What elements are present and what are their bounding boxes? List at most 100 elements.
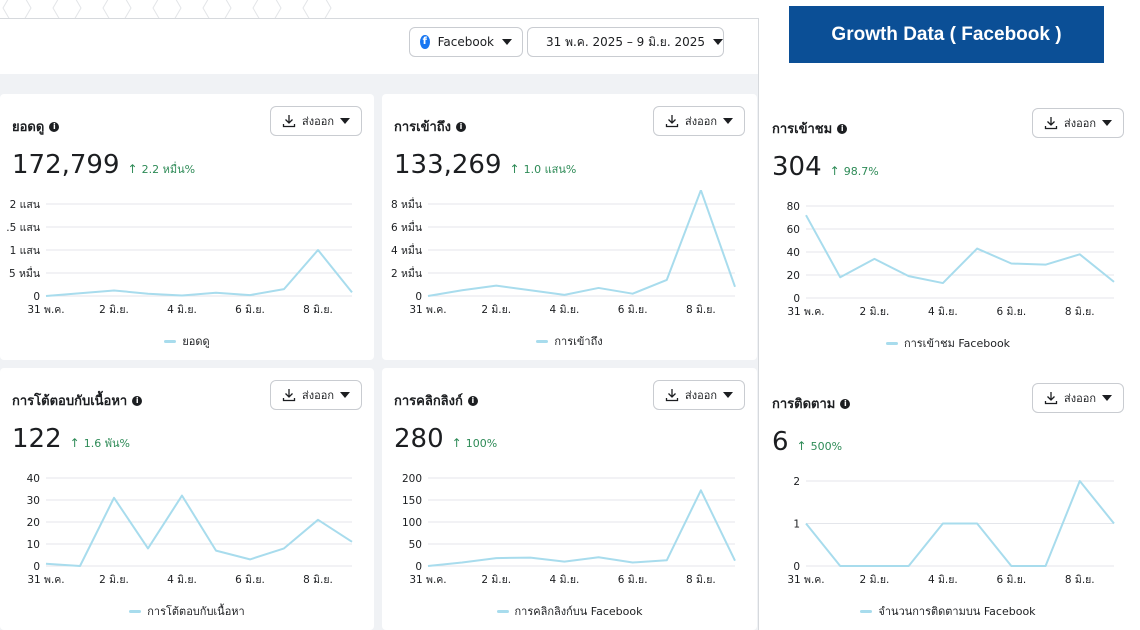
info-icon[interactable]: i [840, 398, 851, 409]
metric-change: 100% [465, 437, 498, 450]
export-button[interactable]: ส่งออก [653, 106, 745, 136]
metric-value: 122 [12, 424, 62, 454]
metric-change: 1.6 พัน% [83, 437, 130, 450]
legend-swatch [860, 609, 873, 613]
export-label: ส่งออก [685, 389, 717, 402]
x-tick-label: 2 มิ.ย. [860, 574, 890, 586]
legend-swatch [536, 339, 549, 343]
legend-label: การคลิกลิงก์บน Facebook [514, 605, 643, 618]
metric-value: 304 [772, 152, 822, 182]
x-tick-label: 8 มิ.ย. [1065, 306, 1095, 318]
y-tick-label: 20 [27, 517, 40, 529]
chevron-down-icon [722, 118, 733, 124]
info-icon[interactable]: i [837, 123, 848, 134]
x-tick-label: 6 มิ.ย. [235, 574, 265, 586]
y-tick-label: 40 [27, 473, 40, 485]
chart-legend: การคลิกลิงก์บน Facebook [382, 602, 757, 620]
x-tick-label: 6 มิ.ย. [996, 574, 1026, 586]
line-chart: 0 50 100 150 200 31 พ.ค. 2 มิ.ย. 4 มิ.ย. 6 มิ.ย.… [402, 473, 736, 586]
x-tick-label: 2 มิ.ย. [99, 304, 129, 316]
series-line [45, 249, 353, 297]
y-tick-label: 6 หมื่น [391, 220, 422, 234]
x-tick-label: 31 พ.ค. [409, 574, 446, 586]
arrow-up-icon: ↑ [127, 162, 138, 176]
legend-label: การโต้ตอบกับเนื้อหา [147, 605, 245, 618]
legend-swatch [496, 609, 509, 613]
info-icon[interactable]: i [49, 121, 60, 132]
x-tick-label: 4 มิ.ย. [167, 304, 197, 316]
x-tick-label: 8 มิ.ย. [303, 574, 333, 586]
series-line [805, 214, 1115, 285]
info-icon[interactable]: i [132, 395, 143, 406]
card-title: การเข้าถึง i [394, 116, 467, 137]
date-range-picker[interactable]: 31 พ.ค. 2025 – 9 มิ.ย. 2025 [527, 27, 724, 57]
legend-swatch [164, 339, 177, 343]
export-button[interactable]: ส่งออก [653, 380, 745, 410]
download-icon [665, 389, 679, 402]
line-chart: 0 5 หมื่น 1 แสน .5 แสน 2 แสน 31 พ.ค. 2 มิ.ย. 4 … [6, 199, 353, 316]
legend-label: จำนวนการติดตามบน Facebook [878, 605, 1036, 618]
x-tick-label: 8 มิ.ย. [686, 304, 716, 316]
y-tick-label: 0 [33, 561, 40, 573]
card-title: ยอดดู i [12, 116, 60, 137]
y-tick-label: 80 [787, 201, 800, 213]
legend-label: ยอดดู [182, 335, 210, 348]
chart-legend: ยอดดู [0, 332, 374, 350]
export-button[interactable]: ส่งออก [270, 106, 362, 136]
x-tick-label: 4 มิ.ย. [928, 306, 958, 318]
metric-value: 280 [394, 424, 444, 454]
y-tick-label: 150 [402, 495, 422, 507]
export-button[interactable]: ส่งออก [1032, 383, 1124, 413]
chevron-down-icon [339, 118, 350, 124]
info-icon[interactable]: i [456, 121, 467, 132]
y-tick-label: 200 [402, 473, 422, 485]
x-tick-label: 6 มิ.ย. [618, 304, 648, 316]
y-tick-label: 0 [415, 561, 422, 573]
x-tick-label: 4 มิ.ย. [550, 304, 580, 316]
y-tick-label: 2 [793, 476, 800, 488]
chevron-down-icon [713, 39, 724, 45]
y-tick-label: 50 [409, 539, 422, 551]
y-tick-label: 0 [33, 291, 40, 303]
card-title: การเข้าชม i [772, 118, 848, 139]
metric-value-row: 122 ↑ 1.6 พัน% [12, 424, 130, 454]
hexagon-pattern [2, 0, 332, 20]
x-tick-label: 2 มิ.ย. [481, 574, 511, 586]
date-range-label: 31 พ.ค. 2025 – 9 มิ.ย. 2025 [546, 34, 706, 49]
y-tick-label: 30 [27, 495, 40, 507]
line-chart: 0 10 20 30 40 31 พ.ค. 2 มิ.ย. 4 มิ.ย. 6 มิ.ย. 8 ม… [27, 473, 353, 586]
y-tick-label: 100 [402, 517, 422, 529]
y-tick-label: 0 [793, 561, 800, 573]
chevron-down-icon [1101, 395, 1112, 401]
export-button[interactable]: ส่งออก [270, 380, 362, 410]
facebook-icon: f [420, 35, 430, 49]
export-button[interactable]: ส่งออก [1032, 108, 1124, 138]
x-tick-label: 6 มิ.ย. [996, 306, 1026, 318]
x-tick-label: 2 มิ.ย. [99, 574, 129, 586]
download-icon [1044, 117, 1058, 130]
x-tick-label: 6 มิ.ย. [235, 304, 265, 316]
chevron-down-icon [339, 392, 350, 398]
card-title-text: การเข้าชม [772, 122, 833, 137]
card-title-text: การติดตาม [772, 397, 836, 412]
arrow-up-icon: ↑ [829, 164, 840, 178]
chevron-down-icon [502, 39, 512, 45]
page-title: Growth Data ( Facebook ) [789, 6, 1104, 63]
platform-dropdown[interactable]: f Facebook [409, 27, 523, 57]
arrow-up-icon: ↑ [69, 436, 80, 450]
metric-value-row: 6 ↑ 500% [772, 427, 842, 457]
series-line [427, 489, 736, 567]
metric-card-reach: การเข้าถึง i ส่งออก 133,269 ↑ 1.0 แสน% 0 2 หมื่… [382, 94, 757, 360]
export-label: ส่งออก [1064, 392, 1096, 405]
arrow-up-icon: ↑ [451, 436, 462, 450]
card-title-text: การคลิกลิงก์ [394, 394, 463, 409]
line-chart: 0 2 หมื่น 4 หมื่น 6 หมื่น 8 หมื่น 31 พ.ค. 2 มิ… [391, 190, 736, 316]
x-tick-label: 4 มิ.ย. [550, 574, 580, 586]
info-icon[interactable]: i [467, 395, 478, 406]
line-chart: 0 20 40 60 80 31 พ.ค. 2 มิ.ย. 4 มิ.ย. 6 มิ.ย. 8 ม… [787, 201, 1115, 318]
platform-label: Facebook [437, 35, 494, 49]
metric-change: 98.7% [843, 165, 879, 178]
metric-card-visits: การเข้าชม i ส่งออก 304 ↑ 98.7% 0 20 40 60 80 31 พ.ค… [760, 96, 1136, 362]
y-tick-label: 20 [787, 270, 800, 282]
metric-value-row: 133,269 ↑ 1.0 แสน% [394, 150, 576, 180]
